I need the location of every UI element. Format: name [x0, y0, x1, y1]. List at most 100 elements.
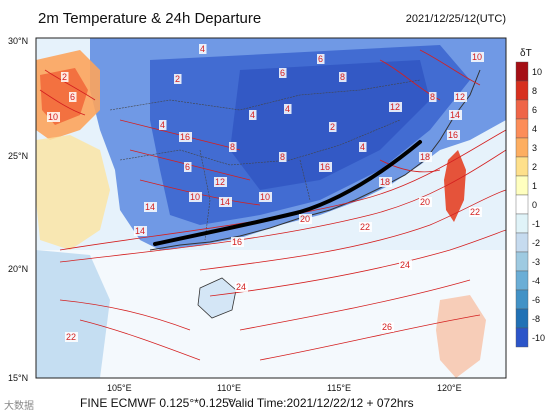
contour-label-bg [319, 162, 332, 172]
contour-label: 10 [260, 192, 270, 202]
contour-label: 22 [66, 332, 76, 342]
colorbar-swatch [515, 175, 529, 196]
lon-label: 110°E [217, 383, 241, 393]
colorbar-swatch [515, 270, 529, 291]
colorbar-swatch [515, 99, 529, 120]
contour-label-bg [419, 152, 432, 162]
contour-label: 10 [472, 52, 482, 62]
contour-label-bg [284, 104, 292, 114]
contour-label: 4 [250, 110, 255, 120]
colorbar-swatch [515, 137, 529, 158]
valid-time-label: Valid Time:2021/12/22/12 + 072hrs [228, 396, 414, 410]
contour-label: 16 [448, 130, 458, 140]
timestamp: 2021/12/25/12(UTC) [405, 13, 506, 25]
contour-label: 12 [455, 92, 465, 102]
contour-label-bg [219, 197, 232, 207]
contour-label-bg [61, 72, 69, 82]
colorbar-title: δT [520, 48, 532, 59]
contour-label-bg [69, 92, 77, 102]
lat-label: 15°N [8, 373, 28, 383]
contour-label: 10 [48, 112, 58, 122]
contour-label: 2 [330, 122, 335, 132]
map-title: 2m Temperature & 24h Departure [38, 10, 262, 27]
contour-label: 8 [280, 152, 285, 162]
lat-label: 20°N [8, 264, 28, 274]
colorbar-label: 3 [532, 143, 538, 153]
contour-label-bg [389, 102, 402, 112]
colorbar-swatch [515, 289, 529, 310]
taiwan-warm-region [444, 150, 466, 222]
contour-label: 18 [420, 152, 430, 162]
contour-label: 4 [285, 104, 290, 114]
contour-label: 24 [400, 260, 410, 270]
contour-label-bg [317, 54, 325, 64]
contour-label-bg [381, 322, 394, 332]
colorbar-label: 4 [532, 124, 538, 134]
watermark-logo: 大数据 [4, 401, 34, 412]
contour-label: 22 [470, 207, 480, 217]
colorbar-swatch [515, 232, 529, 253]
contour-label: 16 [180, 132, 190, 142]
contour-label-bg [235, 282, 248, 292]
colorbar-swatch [515, 251, 529, 272]
contour-label-bg [359, 222, 372, 232]
colorbar-swatch [515, 327, 529, 348]
colorbar-label: -8 [532, 314, 541, 324]
contour-label-bg [447, 130, 460, 140]
contour-label-bg [179, 132, 192, 142]
contour-label-bg [379, 177, 392, 187]
contour-label-bg [249, 110, 257, 120]
contour-label-bg [144, 202, 157, 212]
cold-front-line [153, 140, 422, 246]
colorbar-label: -10 [532, 333, 546, 343]
contour-label: 8 [230, 142, 235, 152]
contour-label: 14 [145, 202, 155, 212]
lat-label: 25°N [8, 151, 28, 161]
colorbar-label: 1 [532, 181, 538, 191]
contour-label: 4 [160, 120, 165, 130]
contour-label-bg [299, 214, 312, 224]
contour-label: 6 [70, 92, 75, 102]
contour-label: 20 [300, 214, 310, 224]
contour-label: 2 [62, 72, 67, 82]
colorbar-swatch [515, 308, 529, 329]
contour-label-bg [231, 237, 244, 247]
contour-label-bg [174, 74, 182, 84]
colorbar-swatch [515, 213, 529, 234]
colorbar-label: -3 [532, 257, 541, 267]
contour-label-bg [279, 68, 287, 78]
contour-label: 2 [175, 74, 180, 84]
contour-label: 10 [190, 192, 200, 202]
contour-label-bg [454, 92, 467, 102]
contour-label-bg [229, 142, 237, 152]
contour-label-bg [399, 260, 412, 270]
contour-label: 14 [450, 110, 460, 120]
contour-label-bg [184, 162, 192, 172]
colorbar-label: 6 [532, 105, 538, 115]
contour-label-bg [359, 142, 367, 152]
contour-label: 12 [390, 102, 400, 112]
colorbar-swatch [515, 80, 529, 101]
contour-label: 6 [280, 68, 285, 78]
contour-label: 14 [135, 226, 145, 236]
colorbar [515, 61, 529, 348]
colorbar-swatch [515, 118, 529, 139]
contour-label-bg [47, 112, 60, 122]
contour-label: 6 [185, 162, 190, 172]
colorbar-label: 0 [532, 200, 538, 210]
contour-label: 16 [232, 237, 242, 247]
contour-label: 4 [200, 44, 205, 54]
colorbar-label: 8 [532, 86, 538, 96]
contour-label-bg [469, 207, 482, 217]
coastline [149, 69, 481, 251]
contour-label-bg [159, 120, 167, 130]
contour-label: 6 [318, 54, 323, 64]
colorbar-label: 10 [532, 67, 543, 77]
contour-label: 18 [380, 177, 390, 187]
contour-label: 22 [360, 222, 370, 232]
contour-label-bg [65, 332, 78, 342]
contour-label-bg [429, 92, 437, 102]
contour-label: 14 [220, 197, 230, 207]
contour-label: 20 [420, 197, 430, 207]
